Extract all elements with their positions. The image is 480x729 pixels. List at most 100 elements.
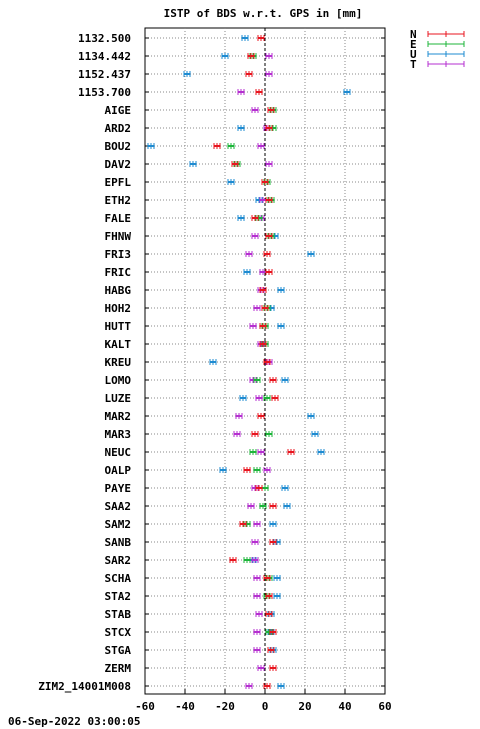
data-marks <box>147 35 351 689</box>
marker-u-oalp <box>219 467 227 473</box>
marker-u-dav2 <box>189 161 197 167</box>
marker-t-mar3 <box>233 431 241 437</box>
x-axis-ticks: -60 -40 -20 0 20 40 60 <box>135 689 392 713</box>
marker-u-hutt <box>277 323 285 329</box>
marker-u-sam2 <box>269 521 277 527</box>
station-label: SAM2 <box>105 518 132 531</box>
marker-t-bou2 <box>257 143 265 149</box>
marker-t-sam2 <box>253 521 261 527</box>
marker-t-sanb <box>251 539 259 545</box>
marker-t-hutt <box>249 323 257 329</box>
station-label: BOU2 <box>105 140 132 153</box>
marker-e-paye <box>261 485 269 491</box>
marker-n-hoh2 <box>261 305 269 311</box>
marker-u-1153.700 <box>343 89 351 95</box>
station-label: 1152.437 <box>78 68 131 81</box>
marker-n-1153.700 <box>255 89 263 95</box>
marker-t-zerm <box>257 665 265 671</box>
station-label: ETH2 <box>105 194 132 207</box>
marker-n-fric <box>265 269 273 275</box>
station-labels: 1132.500 1134.442 1152.437 1153.700 AIGE ARD2… <box>38 32 131 693</box>
marker-n-fri3 <box>263 251 271 257</box>
marker-u-saa2 <box>283 503 291 509</box>
station-label: KREU <box>105 356 132 369</box>
marker-n-mar2 <box>257 413 265 419</box>
marker-n-lomo <box>269 377 277 383</box>
marker-n-eth2 <box>265 197 273 203</box>
marker-n-sar2 <box>229 557 237 563</box>
marker-t-zim2_14001m008 <box>245 683 253 689</box>
marker-n-stab <box>265 611 273 617</box>
marker-u-1132.500 <box>241 35 249 41</box>
marker-n-hutt <box>259 323 267 329</box>
marker-u-bou2 <box>147 143 155 149</box>
station-label: FRI3 <box>105 248 132 261</box>
legend-swatch-e <box>427 41 465 47</box>
station-label: ARD2 <box>105 122 132 135</box>
marker-u-epfl <box>227 179 235 185</box>
x-tick-label: -60 <box>135 700 155 713</box>
legend-swatch-n <box>427 31 465 37</box>
marker-e-mar3 <box>265 431 273 437</box>
legend-label-n: N <box>410 28 417 41</box>
station-label: EPFL <box>105 176 132 189</box>
marker-u-1152.437 <box>183 71 191 77</box>
marker-u-fric <box>243 269 251 275</box>
marker-n-oalp <box>243 467 251 473</box>
marker-u-mar3 <box>311 431 319 437</box>
x-tick-label: -20 <box>215 700 235 713</box>
marker-e-oalp <box>253 467 261 473</box>
station-label: MAR3 <box>105 428 132 441</box>
marker-u-mar2 <box>307 413 315 419</box>
marker-n-neuc <box>287 449 295 455</box>
station-label: AIGE <box>105 104 132 117</box>
legend-swatch-u <box>427 51 465 57</box>
marker-u-luze <box>239 395 247 401</box>
marker-n-zim2_14001m008 <box>263 683 271 689</box>
marker-n-fhnw <box>265 233 273 239</box>
marker-t-stcx <box>253 629 261 635</box>
marker-t-luze <box>255 395 263 401</box>
station-label: STGA <box>105 644 132 657</box>
station-label: KALT <box>105 338 132 351</box>
marker-n-kalt <box>259 341 267 347</box>
marker-n-saa2 <box>269 503 277 509</box>
station-label: ZIM2_14001M008 <box>38 680 131 693</box>
marker-n-scha <box>263 575 271 581</box>
marker-t-dav2 <box>265 161 273 167</box>
x-tick-label: -40 <box>175 700 195 713</box>
marker-n-stcx <box>269 629 277 635</box>
marker-t-aige <box>251 107 259 113</box>
marker-n-fale <box>251 215 259 221</box>
legend-label-u: U <box>410 48 417 61</box>
marker-u-1134.442 <box>221 53 229 59</box>
marker-e-bou2 <box>227 143 235 149</box>
marker-n-ard2 <box>265 125 273 131</box>
marker-e-luze <box>263 395 271 401</box>
station-label: FHNW <box>105 230 132 243</box>
marker-t-hoh2 <box>253 305 261 311</box>
station-label: FALE <box>105 212 132 225</box>
station-label: OALP <box>105 464 132 477</box>
marker-t-mar2 <box>235 413 243 419</box>
marker-n-zerm <box>269 665 277 671</box>
marker-n-1152.437 <box>245 71 253 77</box>
marker-n-sanb <box>269 539 277 545</box>
marker-t-saa2 <box>247 503 255 509</box>
marker-t-1134.442 <box>265 53 273 59</box>
marker-n-dav2 <box>231 161 239 167</box>
station-label: LUZE <box>105 392 132 405</box>
marker-e-neuc <box>249 449 257 455</box>
station-label: 1132.500 <box>78 32 131 45</box>
marker-u-fri3 <box>307 251 315 257</box>
station-label: STCX <box>105 626 132 639</box>
legend-swatch-t <box>427 61 465 67</box>
marker-u-paye <box>281 485 289 491</box>
marker-u-ard2 <box>237 125 245 131</box>
marker-n-1134.442 <box>247 53 255 59</box>
marker-u-neuc <box>317 449 325 455</box>
station-label: NEUC <box>105 446 132 459</box>
station-label: PAYE <box>105 482 132 495</box>
marker-u-zim2_14001m008 <box>277 683 285 689</box>
